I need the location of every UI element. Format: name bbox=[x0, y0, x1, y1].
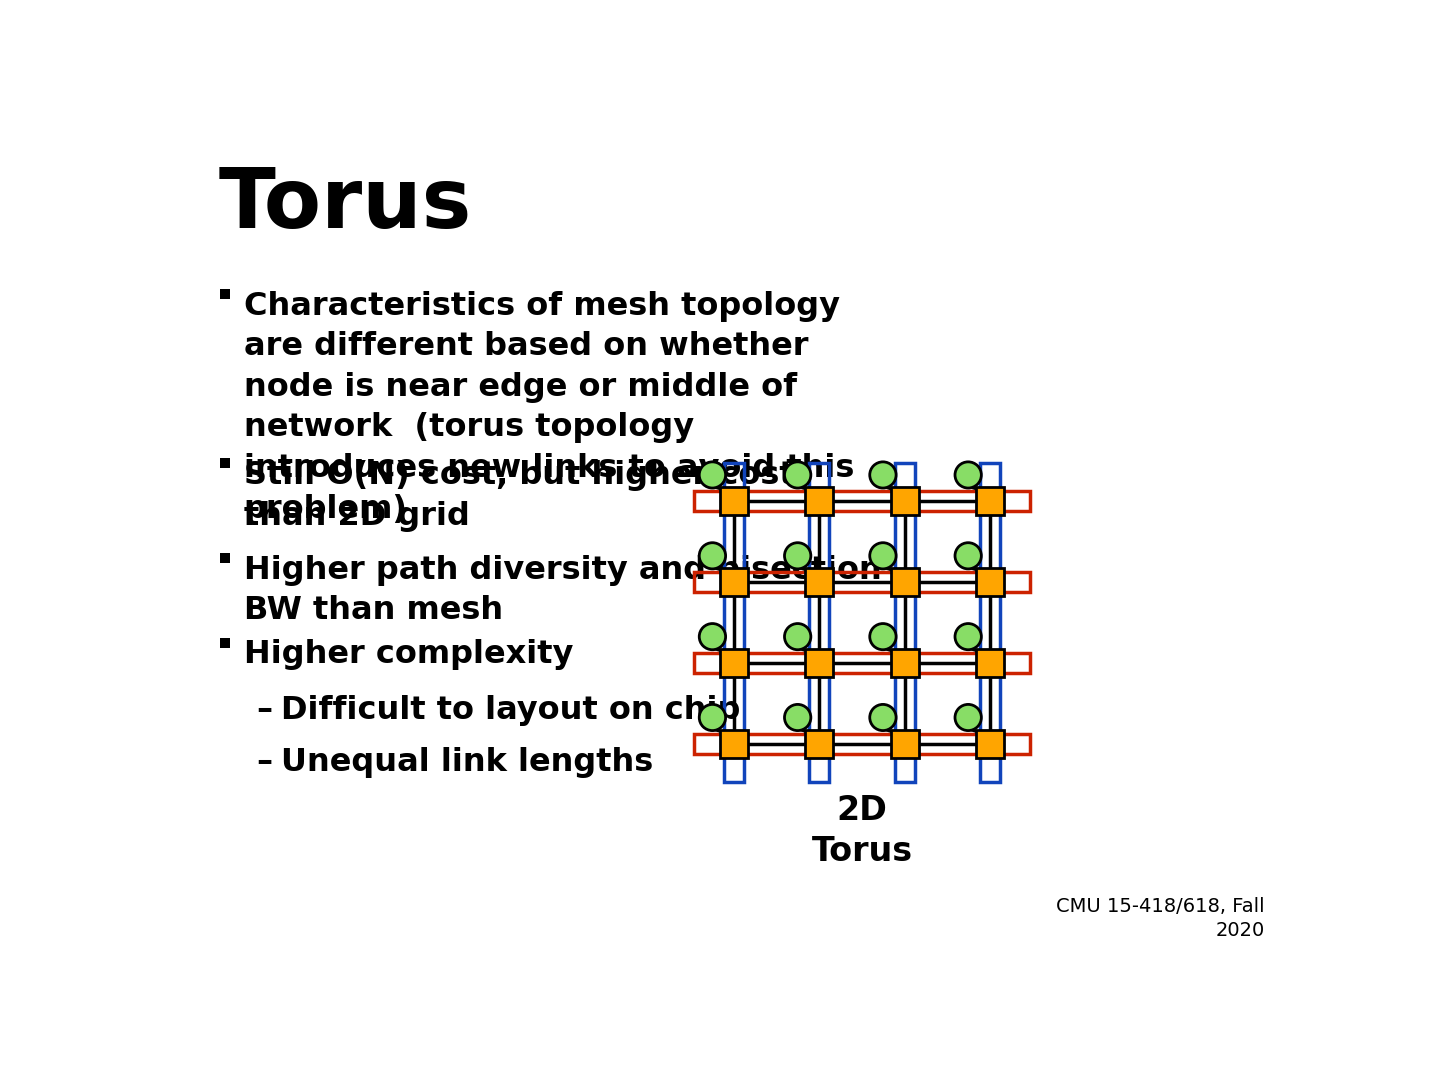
Text: Higher complexity: Higher complexity bbox=[243, 639, 573, 671]
Text: Torus: Torus bbox=[219, 164, 472, 245]
FancyBboxPatch shape bbox=[720, 730, 747, 757]
Circle shape bbox=[785, 704, 811, 730]
Circle shape bbox=[955, 543, 981, 569]
Bar bbox=[220, 553, 230, 563]
Text: Unequal link lengths: Unequal link lengths bbox=[281, 747, 652, 778]
Text: Characteristics of mesh topology
are different based on whether
node is near edg: Characteristics of mesh topology are dif… bbox=[243, 291, 854, 525]
Text: Higher path diversity and bisection
BW than mesh: Higher path diversity and bisection BW t… bbox=[243, 555, 881, 626]
Text: CMU 15-418/618, Fall
2020: CMU 15-418/618, Fall 2020 bbox=[1057, 897, 1264, 940]
Text: Difficult to layout on chip: Difficult to layout on chip bbox=[281, 694, 740, 726]
FancyBboxPatch shape bbox=[891, 487, 919, 515]
Circle shape bbox=[870, 462, 896, 488]
Circle shape bbox=[870, 704, 896, 730]
Circle shape bbox=[785, 462, 811, 488]
Bar bbox=[220, 638, 230, 648]
FancyBboxPatch shape bbox=[976, 649, 1004, 677]
FancyBboxPatch shape bbox=[976, 568, 1004, 596]
FancyBboxPatch shape bbox=[720, 568, 747, 596]
FancyBboxPatch shape bbox=[720, 487, 747, 515]
Circle shape bbox=[870, 543, 896, 569]
Bar bbox=[220, 458, 230, 469]
Text: Still O(N) cost, but higher cost
than 2D grid: Still O(N) cost, but higher cost than 2D… bbox=[243, 460, 795, 531]
Circle shape bbox=[955, 462, 981, 488]
FancyBboxPatch shape bbox=[976, 487, 1004, 515]
Circle shape bbox=[785, 623, 811, 650]
Text: –: – bbox=[256, 694, 272, 726]
Circle shape bbox=[700, 462, 726, 488]
FancyBboxPatch shape bbox=[805, 568, 834, 596]
Bar bbox=[220, 289, 230, 299]
Circle shape bbox=[955, 704, 981, 730]
FancyBboxPatch shape bbox=[891, 730, 919, 757]
FancyBboxPatch shape bbox=[805, 730, 834, 757]
FancyBboxPatch shape bbox=[805, 649, 834, 677]
Circle shape bbox=[700, 543, 726, 569]
FancyBboxPatch shape bbox=[891, 568, 919, 596]
FancyBboxPatch shape bbox=[720, 649, 747, 677]
FancyBboxPatch shape bbox=[891, 649, 919, 677]
FancyBboxPatch shape bbox=[976, 730, 1004, 757]
Circle shape bbox=[785, 543, 811, 569]
Text: –: – bbox=[256, 747, 272, 778]
Circle shape bbox=[700, 704, 726, 730]
Circle shape bbox=[700, 623, 726, 650]
Text: 2D
Torus: 2D Torus bbox=[811, 794, 913, 867]
FancyBboxPatch shape bbox=[805, 487, 834, 515]
Circle shape bbox=[870, 623, 896, 650]
Circle shape bbox=[955, 623, 981, 650]
